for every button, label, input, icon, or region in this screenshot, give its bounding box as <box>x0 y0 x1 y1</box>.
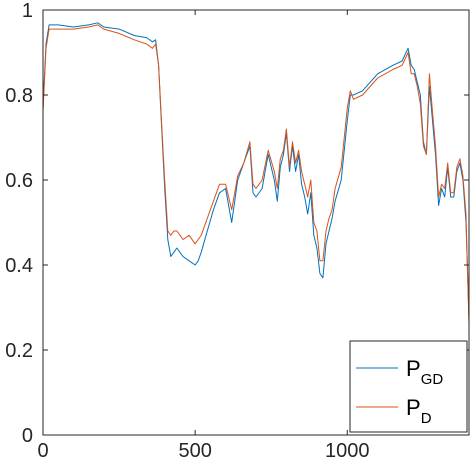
legend-label-pd-subscript: D <box>421 410 432 427</box>
series-layer <box>42 22 470 325</box>
y-tick-label: 0.4 <box>5 255 33 277</box>
series-line-p-gd <box>42 22 470 321</box>
x-tick-label: 500 <box>178 440 211 462</box>
y-tick-label: 0.8 <box>5 85 33 107</box>
tick-layer: 0 500 1000 0 0.2 0.4 0.6 0.8 1 <box>5 0 469 462</box>
legend-label-pgd-subscript: GD <box>421 371 444 388</box>
x-tick-label: 0 <box>37 440 48 462</box>
legend-label-pgd: PGD <box>406 356 443 388</box>
y-tick-label: 0.6 <box>5 170 33 192</box>
series-line-p-d <box>42 24 470 325</box>
legend: PGD PD <box>349 340 468 433</box>
legend-label-pgd-main: P <box>406 356 421 381</box>
x-tick-label: 1000 <box>325 440 370 462</box>
legend-label-pd-main: P <box>406 395 421 420</box>
legend-box <box>349 340 468 433</box>
plot-frame <box>42 9 470 436</box>
y-tick-label: 0.2 <box>5 340 33 362</box>
y-tick-label: 1 <box>22 0 33 22</box>
y-tick-label: 0 <box>22 425 33 447</box>
legend-label-pd: PD <box>406 395 432 427</box>
